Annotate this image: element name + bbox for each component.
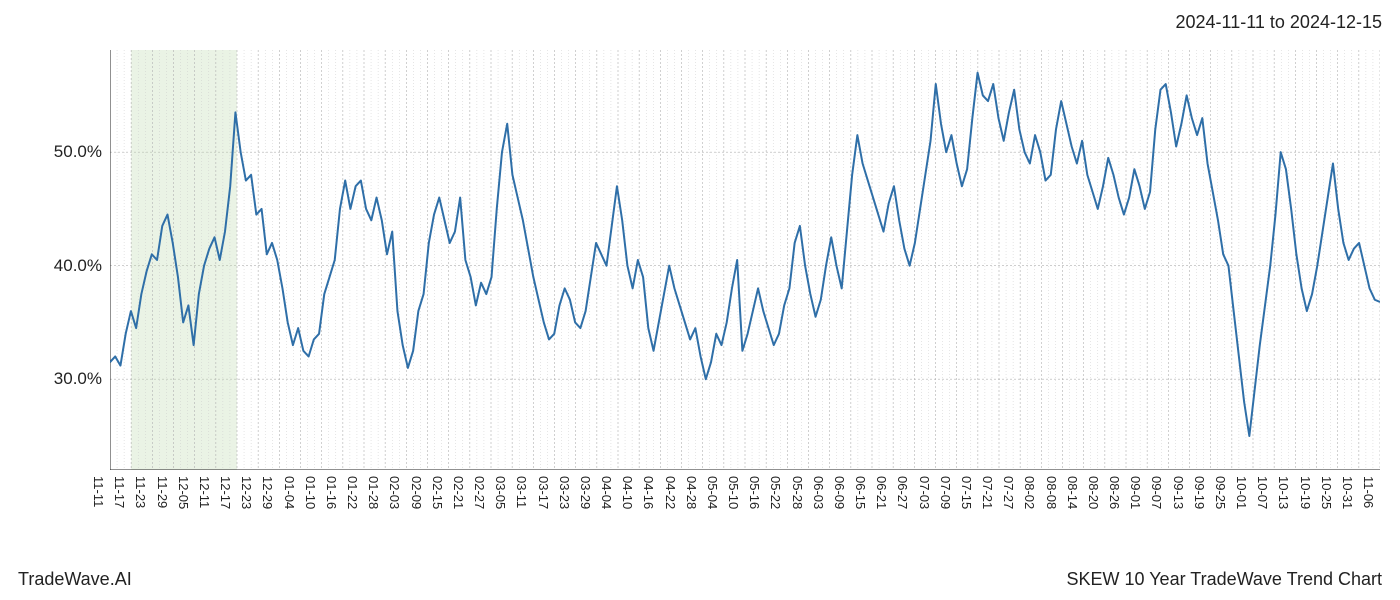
x-tick-label: 02-21 — [451, 476, 466, 509]
x-tick-label: 10-25 — [1319, 476, 1334, 509]
x-tick-label: 05-16 — [747, 476, 762, 509]
trend-chart: 30.0%40.0%50.0% 11-1111-1711-2311-2912-0… — [110, 50, 1380, 470]
x-tick-label: 09-01 — [1128, 476, 1143, 509]
x-tick-label: 11-11 — [91, 476, 106, 507]
x-tick-label: 07-27 — [1001, 476, 1016, 509]
x-tick-label: 12-23 — [239, 476, 254, 509]
x-tick-label: 11-06 — [1361, 476, 1376, 508]
x-tick-label: 04-04 — [599, 476, 614, 509]
x-tick-label: 08-26 — [1107, 476, 1122, 509]
chart-title: SKEW 10 Year TradeWave Trend Chart — [1067, 569, 1383, 590]
x-tick-label: 05-04 — [705, 476, 720, 509]
x-tick-label: 03-29 — [578, 476, 593, 509]
x-tick-label: 09-13 — [1171, 476, 1186, 509]
x-tick-label: 10-01 — [1234, 476, 1249, 509]
x-tick-label: 07-09 — [938, 476, 953, 509]
branding-label: TradeWave.AI — [18, 569, 132, 590]
x-tick-label: 06-21 — [874, 476, 889, 509]
x-tick-label: 10-13 — [1276, 476, 1291, 509]
x-tick-label: 06-15 — [853, 476, 868, 509]
x-tick-label: 12-11 — [197, 476, 212, 508]
x-tick-label: 01-28 — [366, 476, 381, 509]
x-tick-label: 12-17 — [218, 476, 233, 509]
x-tick-label: 02-03 — [387, 476, 402, 509]
date-range: 2024-11-11 to 2024-12-15 — [1176, 12, 1383, 33]
chart-svg — [110, 50, 1380, 470]
x-tick-label: 08-20 — [1086, 476, 1101, 509]
x-tick-label: 08-14 — [1065, 476, 1080, 509]
x-tick-label: 09-07 — [1149, 476, 1164, 509]
x-tick-label: 10-19 — [1298, 476, 1313, 509]
x-tick-label: 03-11 — [514, 476, 529, 508]
x-tick-label: 12-05 — [176, 476, 191, 509]
y-tick-label: 50.0% — [54, 142, 102, 162]
x-tick-label: 11-29 — [155, 476, 170, 508]
x-tick-label: 09-19 — [1192, 476, 1207, 509]
y-tick-label: 30.0% — [54, 369, 102, 389]
x-tick-label: 07-03 — [917, 476, 932, 509]
x-tick-label: 05-28 — [790, 476, 805, 509]
x-tick-label: 06-27 — [895, 476, 910, 509]
x-tick-label: 10-07 — [1255, 476, 1270, 509]
x-tick-label: 01-22 — [345, 476, 360, 509]
x-tick-label: 04-22 — [663, 476, 678, 509]
x-tick-label: 04-10 — [620, 476, 635, 509]
x-tick-label: 02-27 — [472, 476, 487, 509]
x-tick-label: 01-04 — [282, 476, 297, 509]
x-tick-label: 10-31 — [1340, 476, 1355, 509]
x-tick-label: 08-08 — [1044, 476, 1059, 509]
x-tick-label: 05-22 — [768, 476, 783, 509]
x-tick-label: 06-03 — [811, 476, 826, 509]
x-tick-label: 04-28 — [684, 476, 699, 509]
y-tick-label: 40.0% — [54, 256, 102, 276]
x-tick-label: 01-16 — [324, 476, 339, 509]
x-tick-label: 01-10 — [303, 476, 318, 509]
x-tick-label: 11-17 — [112, 476, 127, 508]
x-tick-label: 04-16 — [641, 476, 656, 509]
x-tick-label: 03-23 — [557, 476, 572, 509]
x-tick-label: 07-21 — [980, 476, 995, 509]
x-tick-label: 11-23 — [133, 476, 148, 508]
x-tick-label: 12-29 — [260, 476, 275, 509]
x-tick-label: 06-09 — [832, 476, 847, 509]
x-tick-label: 03-05 — [493, 476, 508, 509]
x-tick-label: 02-15 — [430, 476, 445, 509]
x-tick-label: 09-25 — [1213, 476, 1228, 509]
x-tick-label: 05-10 — [726, 476, 741, 509]
x-tick-label: 03-17 — [536, 476, 551, 509]
x-tick-label: 02-09 — [409, 476, 424, 509]
x-tick-label: 07-15 — [959, 476, 974, 509]
x-tick-label: 08-02 — [1022, 476, 1037, 509]
